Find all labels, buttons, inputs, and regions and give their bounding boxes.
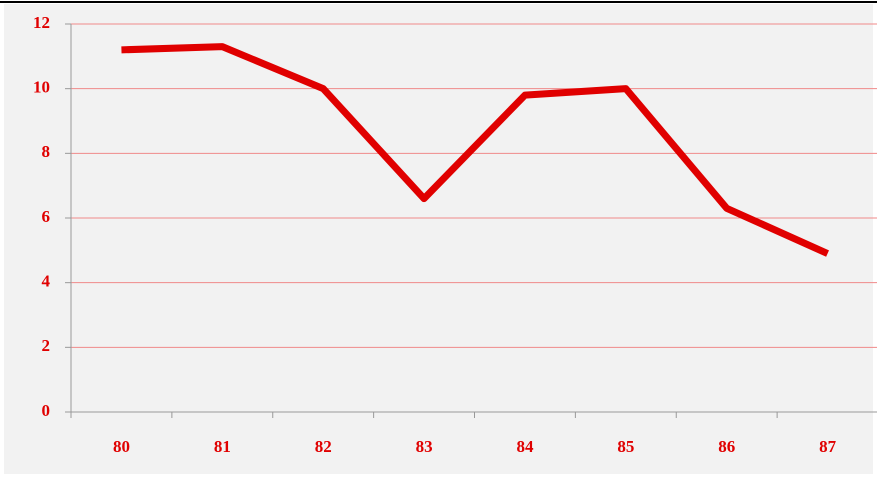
- x-tick-label: 81: [214, 437, 231, 456]
- y-tick-label: 10: [33, 78, 50, 97]
- y-tick-label: 4: [42, 272, 51, 291]
- chart-background: [4, 4, 873, 474]
- y-tick-label: 0: [42, 401, 51, 420]
- x-tick-label: 82: [315, 437, 332, 456]
- x-tick-label: 83: [416, 437, 433, 456]
- x-tick-label: 87: [819, 437, 837, 456]
- x-tick-label: 80: [113, 437, 130, 456]
- x-tick-label: 86: [718, 437, 735, 456]
- y-tick-label: 2: [42, 336, 51, 355]
- y-tick-label: 12: [33, 13, 50, 32]
- data-line: [121, 43, 829, 257]
- x-tick-label: 84: [516, 437, 534, 456]
- x-tick-label: 85: [617, 437, 634, 456]
- y-tick-label: 8: [42, 142, 51, 161]
- y-tick-label: 6: [42, 207, 51, 226]
